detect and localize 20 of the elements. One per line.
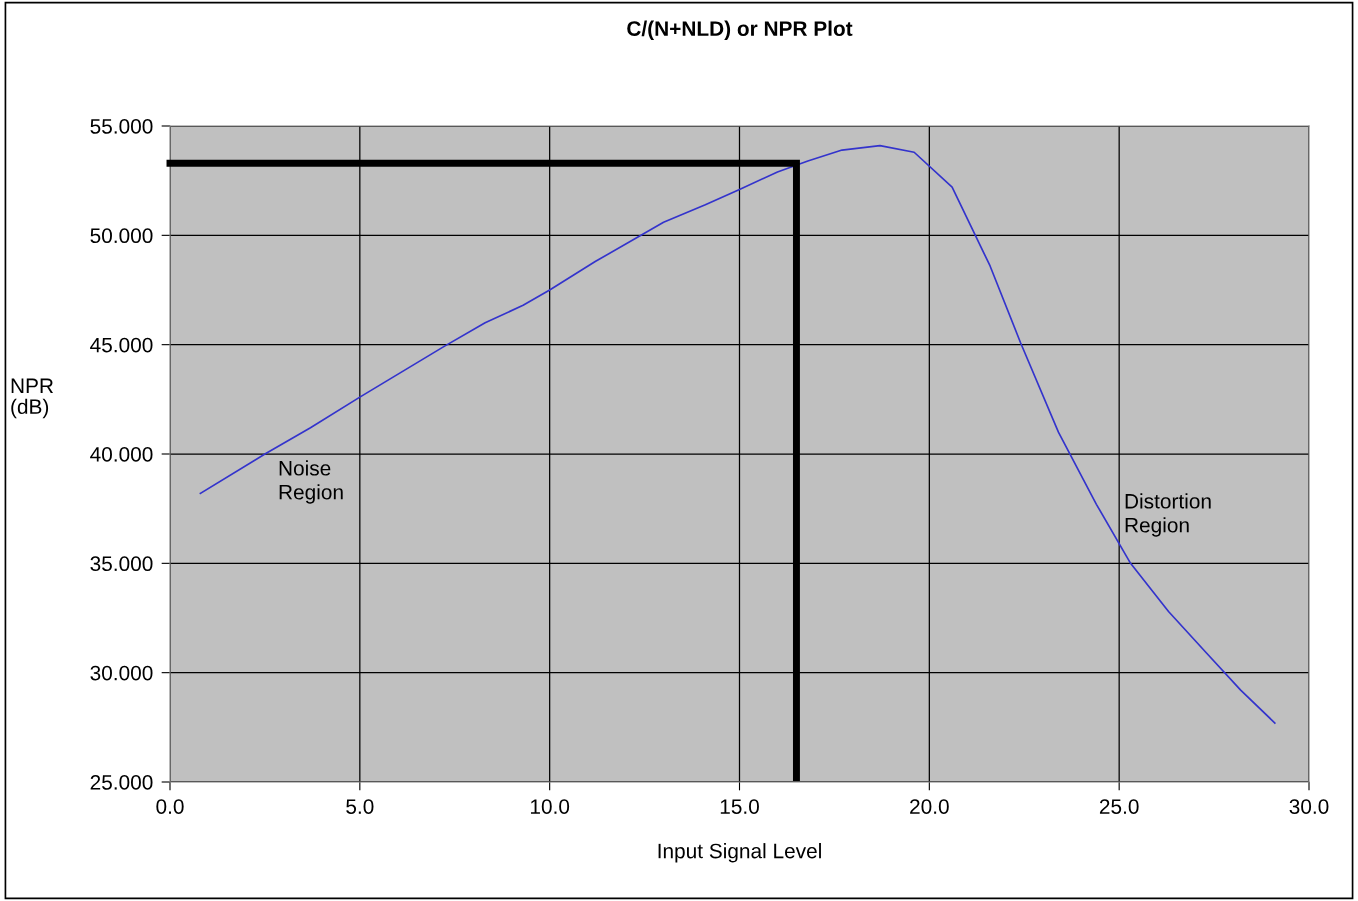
y-tick-label: 35.000 [90,556,153,572]
chart-title: C/(N+NLD) or NPR Plot [627,20,853,41]
x-axis-title: Input Signal Level [658,843,821,863]
annotation: Distortion Region [1125,493,1211,537]
y-tick-label: 45.000 [90,337,153,353]
y-tick-label: 50.000 [90,228,153,244]
x-tick-label: 15.0 [720,799,759,814]
x-tick-label: 5.0 [346,799,374,814]
x-tick-label: 25.0 [1099,799,1139,814]
x-tick-label: 20.0 [910,799,949,814]
y-tick-label: 30.000 [90,665,153,681]
y-axis-title: NPR (dB) [11,378,54,419]
x-tick-label: 30.0 [1289,799,1329,814]
line-series [199,144,1276,724]
annotation: Noise Region [279,460,343,504]
y-tick-label: 25.000 [90,775,153,790]
y-tick-label: 55.000 [90,119,153,134]
x-tick-label: 0.0 [156,799,184,814]
y-tick-label: 40.000 [90,447,153,462]
x-tick-label: 10.0 [530,799,570,814]
